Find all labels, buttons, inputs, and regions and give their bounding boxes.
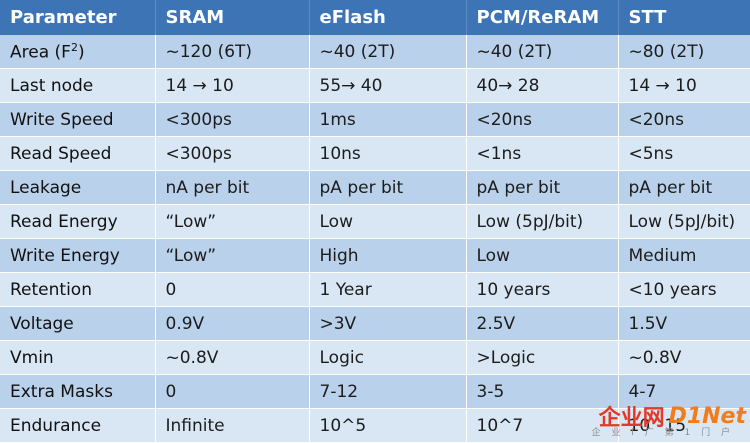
table-cell: 14 → 10 bbox=[618, 68, 750, 103]
row-label: Leakage bbox=[0, 170, 156, 205]
table-cell: 0 bbox=[155, 272, 310, 307]
header-cell-parameter: Parameter bbox=[0, 0, 156, 35]
table-cell: 14 → 10 bbox=[155, 68, 310, 103]
table-cell: “Low” bbox=[155, 204, 310, 239]
table-cell: 1.5V bbox=[618, 306, 750, 341]
table-cell: 55→ 40 bbox=[309, 68, 467, 103]
table-row: Write Speed <300ps 1ms <20ns <20ns bbox=[0, 102, 750, 137]
row-label: Read Speed bbox=[0, 136, 156, 171]
table-cell: pA per bit bbox=[466, 170, 619, 205]
header-cell-pcm-reram: PCM/ReRAM bbox=[466, 0, 619, 35]
row-label: Read Energy bbox=[0, 204, 156, 239]
table-cell: 40→ 28 bbox=[466, 68, 619, 103]
table-cell: High bbox=[309, 238, 467, 273]
table-row: Read Speed <300ps 10ns <1ns <5ns bbox=[0, 136, 750, 171]
table-cell: 10ns bbox=[309, 136, 467, 171]
table-cell: 4-7 bbox=[618, 374, 750, 409]
table-cell: ~0.8V bbox=[155, 340, 310, 375]
row-label: Last node bbox=[0, 68, 156, 103]
header-cell-stt: STT bbox=[618, 0, 750, 35]
table-cell: >3V bbox=[309, 306, 467, 341]
row-label: Retention bbox=[0, 272, 156, 307]
row-label: Endurance bbox=[0, 408, 156, 443]
table-cell: “Low” bbox=[155, 238, 310, 273]
table-cell: ~120 (6T) bbox=[155, 35, 310, 69]
table-cell: 7-12 bbox=[309, 374, 467, 409]
table-cell: Low bbox=[466, 238, 619, 273]
table-cell: 10^5 bbox=[309, 408, 467, 443]
header-cell-sram: SRAM bbox=[155, 0, 310, 35]
table-cell: <20ns bbox=[618, 102, 750, 137]
table-cell: ~80 (2T) bbox=[618, 35, 750, 69]
table-cell: Logic bbox=[309, 340, 467, 375]
table-cell: >Logic bbox=[466, 340, 619, 375]
table-cell: <1ns bbox=[466, 136, 619, 171]
table-cell: 10^15 bbox=[618, 408, 750, 443]
row-label-area: Area (F2) bbox=[0, 35, 156, 69]
table-cell: Medium bbox=[618, 238, 750, 273]
row-label: Voltage bbox=[0, 306, 156, 341]
row-label: Write Energy bbox=[0, 238, 156, 273]
table-cell: <300ps bbox=[155, 136, 310, 171]
table-body: Area (F2) ~120 (6T) ~40 (2T) ~40 (2T) ~8… bbox=[0, 35, 750, 443]
table-cell: Infinite bbox=[155, 408, 310, 443]
table-cell: <10 years bbox=[618, 272, 750, 307]
table-cell: 10^7 bbox=[466, 408, 619, 443]
row-label: Write Speed bbox=[0, 102, 156, 137]
row-label: Vmin bbox=[0, 340, 156, 375]
table-row: Endurance Infinite 10^5 10^7 10^15 bbox=[0, 408, 750, 443]
table-cell: pA per bit bbox=[309, 170, 467, 205]
table-row: Area (F2) ~120 (6T) ~40 (2T) ~40 (2T) ~8… bbox=[0, 35, 750, 69]
table-cell: <20ns bbox=[466, 102, 619, 137]
table-cell: Low bbox=[309, 204, 467, 239]
table-cell: 1 Year bbox=[309, 272, 467, 307]
table-cell: 2.5V bbox=[466, 306, 619, 341]
table-row: Write Energy “Low” High Low Medium bbox=[0, 238, 750, 273]
table-row: Voltage 0.9V >3V 2.5V 1.5V bbox=[0, 306, 750, 341]
table-cell: nA per bit bbox=[155, 170, 310, 205]
table-row: Read Energy “Low” Low Low (5pJ/bit) Low (5pJ… bbox=[0, 204, 750, 239]
header-row: Parameter SRAM eFlash PCM/ReRAM STT bbox=[0, 0, 750, 35]
table-row: Extra Masks 0 7-12 3-5 4-7 bbox=[0, 374, 750, 409]
table-cell: 1ms bbox=[309, 102, 467, 137]
table-cell: 3-5 bbox=[466, 374, 619, 409]
header-cell-eflash: eFlash bbox=[309, 0, 467, 35]
table-cell: ~0.8V bbox=[618, 340, 750, 375]
table-cell: 0.9V bbox=[155, 306, 310, 341]
table-row: Last node 14 → 10 55→ 40 40→ 28 14 → 10 bbox=[0, 68, 750, 103]
table-row: Retention 0 1 Year 10 years <10 years bbox=[0, 272, 750, 307]
table-row: Leakage nA per bit pA per bit pA per bit pA … bbox=[0, 170, 750, 205]
table-cell: 10 years bbox=[466, 272, 619, 307]
table-cell: ~40 (2T) bbox=[309, 35, 467, 69]
table-cell: <5ns bbox=[618, 136, 750, 171]
table-cell: pA per bit bbox=[618, 170, 750, 205]
table-cell: ~40 (2T) bbox=[466, 35, 619, 69]
row-label: Extra Masks bbox=[0, 374, 156, 409]
table-cell: Low (5pJ/bit) bbox=[466, 204, 619, 239]
table-cell: Low (5pJ/bit) bbox=[618, 204, 750, 239]
table-row: Vmin ~0.8V Logic >Logic ~0.8V bbox=[0, 340, 750, 375]
table-cell: 0 bbox=[155, 374, 310, 409]
table-cell: <300ps bbox=[155, 102, 310, 137]
